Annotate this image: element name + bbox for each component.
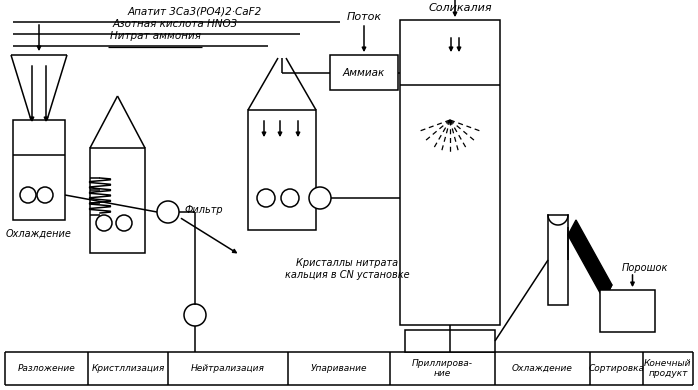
Text: Апатит 3Ca3(PO4)2·CaF2: Апатит 3Ca3(PO4)2·CaF2	[128, 6, 262, 16]
Circle shape	[184, 304, 206, 326]
Text: Кристаллы нитрата
кальция в CN установке: Кристаллы нитрата кальция в CN установке	[285, 258, 410, 280]
Text: Соликалия: Соликалия	[428, 3, 492, 13]
Text: Охлаждение: Охлаждение	[512, 364, 573, 373]
Text: Азотная кислота HNO3: Азотная кислота HNO3	[112, 19, 237, 29]
Bar	[600, 290, 655, 332]
Text: Сортировка: Сортировка	[588, 364, 644, 373]
Circle shape	[281, 189, 299, 207]
Circle shape	[257, 189, 275, 207]
Text: Охлаждение: Охлаждение	[6, 229, 72, 239]
Text: Аммиак: Аммиак	[343, 67, 385, 78]
Circle shape	[157, 201, 179, 223]
Bar	[400, 20, 500, 325]
Circle shape	[96, 215, 112, 231]
Circle shape	[116, 215, 132, 231]
Bar	[548, 215, 568, 305]
Polygon shape	[568, 220, 612, 300]
Bar	[405, 330, 495, 352]
Text: Конечный
продукт: Конечный продукт	[644, 359, 692, 378]
Text: Поток: Поток	[346, 12, 382, 22]
Circle shape	[37, 187, 53, 203]
Bar	[90, 148, 145, 253]
Text: Нитрат аммония: Нитрат аммония	[110, 31, 200, 41]
Text: Упаривание: Упаривание	[311, 364, 367, 373]
Text: Фильтр: Фильтр	[184, 205, 223, 215]
Text: Кристллизация: Кристллизация	[91, 364, 165, 373]
Text: Приллирова-
ние: Приллирова- ние	[412, 359, 473, 378]
Bar	[330, 55, 398, 90]
Circle shape	[20, 187, 36, 203]
Bar	[248, 110, 316, 230]
Text: Разложение: Разложение	[17, 364, 75, 373]
Text: Нейтрализация: Нейтрализация	[191, 364, 265, 373]
Bar	[13, 120, 65, 220]
Text: Порошок: Порошок	[622, 263, 668, 273]
Circle shape	[309, 187, 331, 209]
